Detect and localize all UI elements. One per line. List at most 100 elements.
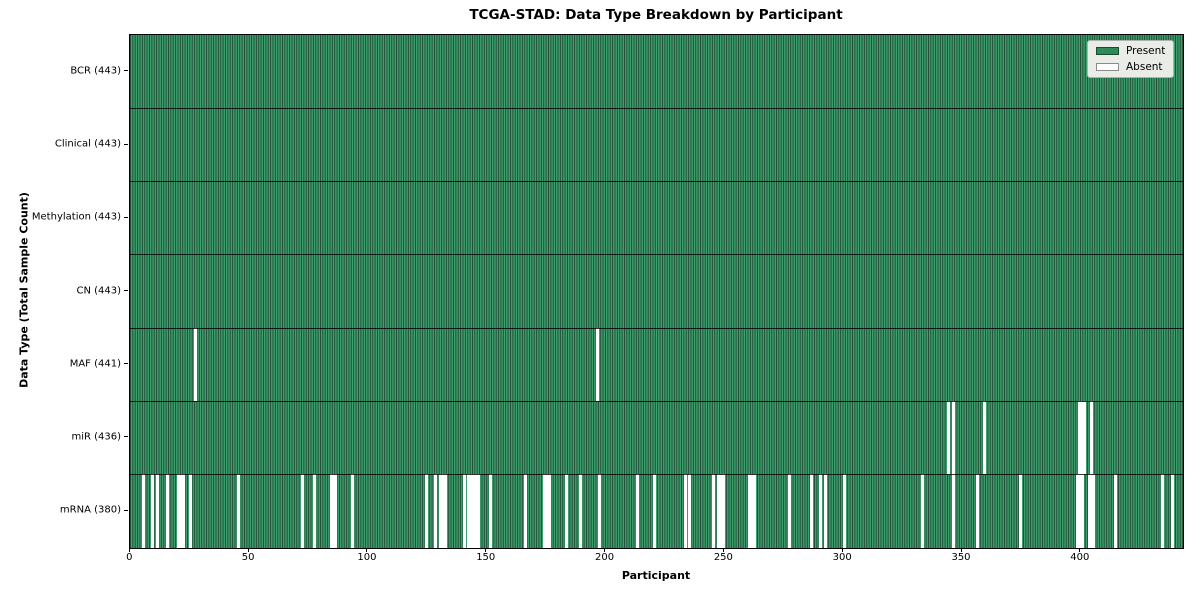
y-tick-label: Clinical (443) <box>54 138 121 150</box>
absent-bar <box>983 401 987 475</box>
y-tick-label: Methylation (443) <box>31 211 121 223</box>
absent-bar <box>141 474 145 548</box>
legend-label-present: Present <box>1126 45 1166 57</box>
absent-bar <box>474 474 478 548</box>
y-tick-mark <box>124 70 129 72</box>
absent-bar <box>151 474 155 548</box>
absent-bar <box>1092 474 1096 548</box>
y-tick-label: BCR (443) <box>70 65 121 77</box>
absent-bar <box>424 474 428 548</box>
x-tick-mark <box>485 548 487 552</box>
absent-bar <box>1080 401 1084 475</box>
absent-bar <box>952 474 956 548</box>
chart-title: TCGA-STAD: Data Type Breakdown by Partic… <box>469 7 843 23</box>
absent-bar <box>488 474 492 548</box>
x-tick-mark <box>604 548 606 552</box>
absent-bar <box>312 474 316 548</box>
absent-bar <box>1080 474 1084 548</box>
legend: Present Absent <box>1087 40 1175 78</box>
y-tick-label: MAF (441) <box>69 358 121 370</box>
absent-bar <box>476 474 480 548</box>
y-tick-mark <box>124 363 129 365</box>
absent-bar <box>716 474 720 548</box>
absent-bar <box>443 474 447 548</box>
x-tick-label: 200 <box>595 552 615 563</box>
row-divider <box>130 400 1183 402</box>
y-tick-mark <box>124 290 129 291</box>
absent-bar <box>467 474 471 548</box>
absent-bar <box>548 474 552 548</box>
absent-bar <box>334 474 338 548</box>
absent-bar <box>1082 401 1086 475</box>
x-axis-label: Participant <box>621 569 691 582</box>
x-tick-label: 400 <box>1070 552 1090 563</box>
absent-bar <box>747 474 751 548</box>
row-divider <box>130 181 1183 183</box>
absent-bar <box>683 474 687 548</box>
legend-label-absent: Absent <box>1126 60 1163 73</box>
absent-bar <box>564 474 568 548</box>
absent-bar <box>524 474 528 548</box>
absent-bar <box>712 474 716 548</box>
row-divider <box>130 327 1183 329</box>
absent-bar <box>819 474 823 548</box>
y-tick-label: miR (436) <box>71 431 121 443</box>
x-tick-mark <box>247 548 249 552</box>
present-swatch <box>1096 47 1119 56</box>
absent-bar <box>350 474 354 548</box>
x-tick-label: 350 <box>951 552 971 563</box>
absent-bar <box>331 474 335 548</box>
absent-bar <box>194 328 198 402</box>
absent-bar <box>177 474 181 548</box>
absent-bar <box>652 474 656 548</box>
x-tick-mark <box>960 548 962 552</box>
y-tick-mark <box>124 509 129 511</box>
x-tick-label: 300 <box>832 552 852 563</box>
x-tick-mark <box>366 548 368 552</box>
absent-bar <box>598 474 602 548</box>
absent-bar <box>1075 474 1079 548</box>
absent-bar <box>688 474 692 548</box>
x-tick-mark <box>128 548 130 552</box>
absent-bar <box>156 474 160 548</box>
absent-bar <box>1089 401 1094 475</box>
absent-bar <box>750 474 754 548</box>
absent-bar <box>301 474 305 548</box>
absent-bar <box>1087 474 1091 548</box>
absent-bar <box>842 474 846 548</box>
y-tick-mark <box>124 216 129 218</box>
x-tick-label: 50 <box>241 552 255 563</box>
absent-bar <box>329 474 333 548</box>
absent-swatch <box>1096 62 1119 71</box>
absent-bar <box>1170 474 1174 548</box>
absent-bar <box>469 474 473 548</box>
absent-bar <box>472 474 476 548</box>
absent-bar <box>165 474 169 548</box>
absent-bar <box>952 401 956 475</box>
y-tick-label: mRNA (380) <box>59 504 121 516</box>
row-divider <box>130 254 1183 256</box>
absent-bar <box>788 474 792 548</box>
absent-bar <box>236 474 240 548</box>
y-tick-label: CN (443) <box>76 285 121 296</box>
absent-bar <box>182 474 186 548</box>
absent-bar <box>1078 474 1082 548</box>
absent-bar <box>823 474 827 548</box>
absent-bar <box>545 474 549 548</box>
absent-bar <box>1113 474 1117 548</box>
absent-bar <box>543 474 547 548</box>
absent-bar <box>579 474 583 548</box>
absent-bar <box>752 474 756 548</box>
absent-bar <box>189 474 193 548</box>
row-divider <box>130 473 1183 475</box>
y-tick-mark <box>124 436 129 438</box>
x-tick-mark <box>841 548 843 552</box>
x-tick-label: 0 <box>126 552 133 563</box>
absent-bar <box>1018 474 1022 548</box>
x-tick-label: 250 <box>713 552 733 563</box>
absent-bar <box>462 474 466 548</box>
x-tick-mark <box>1079 548 1081 552</box>
absent-bar <box>438 474 442 548</box>
absent-bar <box>947 401 951 475</box>
x-tick-label: 100 <box>357 552 377 563</box>
